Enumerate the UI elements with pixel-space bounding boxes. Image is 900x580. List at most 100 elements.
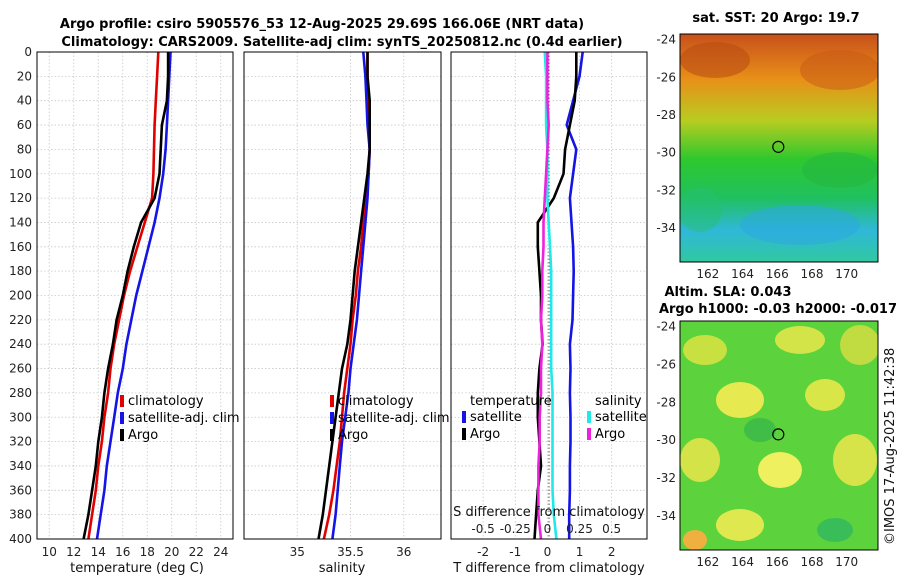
legend-swatch-satellite — [120, 412, 124, 424]
sla-high-patch — [775, 326, 825, 354]
map-x-tick-label: 170 — [835, 555, 858, 569]
x-tick-label-top: -0.5 — [471, 522, 494, 536]
sst-map-title: sat. SST: 20 Argo: 19.7 — [692, 11, 859, 26]
y-tick-label: 360 — [9, 483, 32, 497]
sla-low-patch — [744, 418, 776, 442]
map-x-tick-label: 162 — [696, 555, 719, 569]
map-x-tick-label: 168 — [801, 555, 824, 569]
y-tick-label: 400 — [9, 532, 32, 546]
map-x-tick-label: 168 — [801, 267, 824, 281]
legend-label-t-satellite: satellite — [470, 410, 522, 425]
figure-title-line2: Climatology: CARS2009. Satellite-adj cli… — [61, 35, 622, 50]
sla-map-title-line1: Altim. SLA: 0.043 — [665, 285, 792, 300]
sla-high-patch — [683, 335, 727, 365]
legend-label-argo: Argo — [338, 428, 368, 443]
y-tick-label: 340 — [9, 459, 32, 473]
salinity-panel: 35 35.5 36 salinity climatology satellite-… — [243, 51, 450, 576]
legend-label-satellite: satellite-adj. clim — [128, 411, 240, 426]
sla-high-patch — [833, 434, 877, 486]
sst-green-patch — [680, 188, 722, 232]
legend-label-s-satellite: satellite — [595, 410, 647, 425]
map-y-tick-label: -24 — [656, 33, 676, 47]
series-line-satellite-adj-clim — [95, 51, 172, 540]
legend-label-t-argo: Argo — [470, 427, 500, 442]
y-tick-label: 300 — [9, 410, 32, 424]
legend-swatch-climatology — [120, 395, 124, 407]
x-tick-label: 10 — [42, 545, 57, 559]
x-tick-label: 35 — [290, 545, 305, 559]
y-tick-label: 40 — [17, 94, 32, 108]
map-y-tick-label: -32 — [656, 471, 676, 485]
temperature-xlabel: temperature (deg C) — [70, 561, 204, 576]
legend-label-argo: Argo — [128, 428, 158, 443]
map-x-tick-label: 170 — [835, 267, 858, 281]
y-tick-label: 280 — [9, 386, 32, 400]
map-y-tick-label: -30 — [656, 146, 676, 160]
x-tick-label: 0 — [544, 545, 552, 559]
difference-axes-frame — [450, 51, 648, 540]
difference-legend-salinity: salinity satellite Argo — [587, 394, 647, 442]
map-y-tick-label: -26 — [656, 358, 676, 372]
temperature-axes-frame — [36, 51, 234, 540]
copyright-timestamp: ©IMOS 17-Aug-2025 11:42:38 — [883, 348, 898, 545]
sla-high-patch — [758, 452, 802, 488]
argo-position-marker — [772, 140, 785, 153]
x-tick-label: 18 — [140, 545, 155, 559]
figure-title-line1: Argo profile: csiro 5905576_53 12-Aug-20… — [60, 17, 584, 32]
series-line-s-satellite — [543, 51, 558, 540]
x-tick-label: 2 — [608, 545, 616, 559]
map-y-tick-label: -32 — [656, 183, 676, 197]
y-tick-label: 140 — [9, 215, 32, 229]
sla-high-patch — [683, 530, 707, 550]
series-line-t-satellite — [565, 51, 584, 539]
x-tick-label-top: -0.25 — [500, 522, 531, 536]
y-tick-label: 240 — [9, 337, 32, 351]
legend-title-salinity: salinity — [595, 394, 642, 409]
legend-label-climatology: climatology — [338, 394, 414, 409]
sst-map-panel: sat. SST: 20 Argo: 19.7 162 164 166 168 170 … — [656, 11, 879, 281]
x-tick-label: 20 — [164, 545, 179, 559]
map-y-tick-label: -34 — [656, 509, 676, 523]
salinity-axes-frame — [243, 51, 442, 540]
series-line-argo — [317, 52, 372, 540]
x-tick-label-top: 0 — [544, 522, 552, 536]
series-line-s-argo — [537, 52, 551, 540]
x-tick-label: 24 — [213, 545, 228, 559]
sst-green-patch — [802, 152, 878, 188]
x-tick-label: 14 — [91, 545, 106, 559]
map-x-tick-label: 162 — [696, 267, 719, 281]
legend-swatch-argo — [330, 429, 334, 441]
x-tick-label: -1 — [509, 545, 521, 559]
legend-swatch-argo — [120, 429, 124, 441]
map-x-tick-label: 166 — [766, 555, 789, 569]
series-line-argo — [82, 52, 170, 540]
sla-high-patch — [805, 379, 845, 411]
salinity-legend: climatology satellite-adj. clim Argo — [330, 394, 450, 443]
x-tick-label: 12 — [66, 545, 81, 559]
x-tick-label-top: 0.5 — [602, 522, 621, 536]
map-y-tick-label: -26 — [656, 70, 676, 84]
x-tick-label: 35.5 — [337, 545, 364, 559]
legend-title-temperature: temperature — [470, 394, 552, 409]
y-tick-label: 180 — [9, 264, 32, 278]
difference-xlabel: T difference from climatology — [452, 561, 645, 576]
legend-swatch-climatology — [330, 395, 334, 407]
sla-map-frame — [679, 320, 879, 551]
map-y-tick-label: -28 — [656, 108, 676, 122]
y-tick-label: 120 — [9, 191, 32, 205]
y-tick-label: 100 — [9, 167, 32, 181]
temperature-panel: 10 12 14 16 18 20 22 24 0 20 40 60 80 100 120 140 160 18… — [9, 45, 240, 576]
sla-high-patch — [716, 509, 764, 541]
sla-high-patch — [840, 325, 878, 365]
y-tick-label: 160 — [9, 240, 32, 254]
temperature-legend: climatology satellite-adj. clim Argo — [120, 394, 240, 443]
x-tick-label: -2 — [477, 545, 489, 559]
legend-swatch-t-satellite — [462, 411, 466, 423]
map-x-tick-label: 166 — [766, 267, 789, 281]
y-tick-label: 200 — [9, 289, 32, 303]
sst-map-frame — [679, 33, 879, 263]
salinity-xlabel: salinity — [319, 561, 366, 576]
y-tick-label: 380 — [9, 508, 32, 522]
y-tick-label: 80 — [17, 142, 32, 156]
